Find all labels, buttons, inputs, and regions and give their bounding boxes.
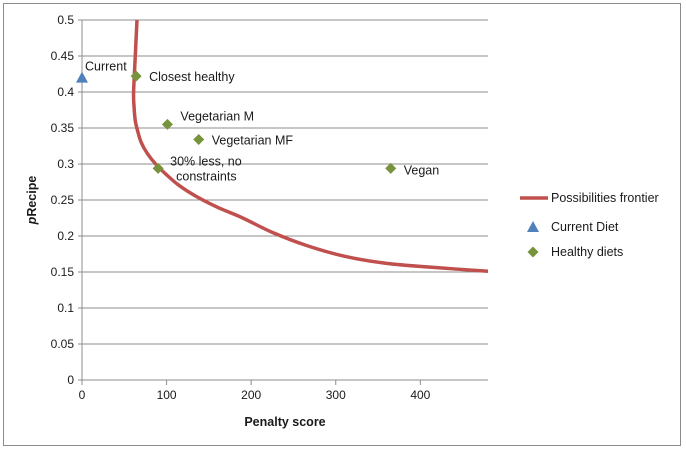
y-tick-label: 0.45 (51, 49, 75, 63)
point-label: Vegetarian MF (212, 134, 294, 148)
y-tick-label: 0.05 (51, 337, 75, 351)
healthy-diet-marker (161, 118, 173, 130)
y-tick-label: 0.4 (57, 85, 74, 99)
x-tick-label: 100 (157, 388, 177, 402)
healthy-diet-marker (152, 162, 164, 174)
y-axis-title-prefix: p (25, 216, 39, 225)
x-tick-label: 400 (410, 388, 430, 402)
point-label: Vegetarian M (180, 109, 254, 123)
markers (76, 70, 397, 174)
legend-entry: Current Diet (551, 220, 619, 234)
legend-entry: Possibilities frontier (551, 191, 659, 205)
point-label: 30% less, no constraints (170, 154, 242, 183)
x-tick-label: 0 (79, 388, 86, 402)
point-label: Vegan (404, 163, 440, 177)
healthy-diet-marker (130, 70, 142, 82)
y-tick-label: 0.3 (57, 157, 74, 171)
legend-entry: Healthy diets (551, 245, 623, 259)
y-axis-title: pRecipe (25, 176, 39, 226)
point-labels: Current Closest healthy Vegetarian M Vegeta… (85, 60, 439, 184)
y-tick-label: 0.15 (51, 265, 75, 279)
point-label: Current (85, 60, 127, 74)
frontier-series (131, 19, 489, 274)
legend: Possibilities frontier Current Diet Health… (520, 191, 659, 259)
y-tick-label: 0 (67, 373, 74, 387)
healthy-diet-marker (385, 162, 397, 174)
healthy-diet-marker (193, 134, 205, 146)
possibilities-frontier-line (131, 19, 489, 274)
current-diet-marker (76, 71, 88, 83)
x-axis-title: Penalty score (244, 415, 325, 429)
y-tick-label: 0.25 (51, 193, 75, 207)
gridlines (82, 19, 488, 345)
legend-swatch-healthy (527, 246, 539, 258)
y-tick-label: 0.35 (51, 121, 75, 135)
y-axis-title-rest: Recipe (25, 176, 39, 217)
y-tick-label: 0.5 (57, 13, 74, 27)
tick-labels: 0 0.05 0.1 0.15 0.2 0.25 0.3 0.35 0.4 0.45 0.5 0 100… (51, 13, 431, 402)
y-tick-label: 0.2 (57, 229, 74, 243)
x-tick-label: 300 (326, 388, 346, 402)
y-tick-label: 0.1 (57, 301, 74, 315)
point-label: Closest healthy (149, 70, 235, 84)
legend-swatch-current (527, 221, 539, 232)
x-tick-label: 200 (241, 388, 261, 402)
chart-frame (3, 3, 681, 446)
